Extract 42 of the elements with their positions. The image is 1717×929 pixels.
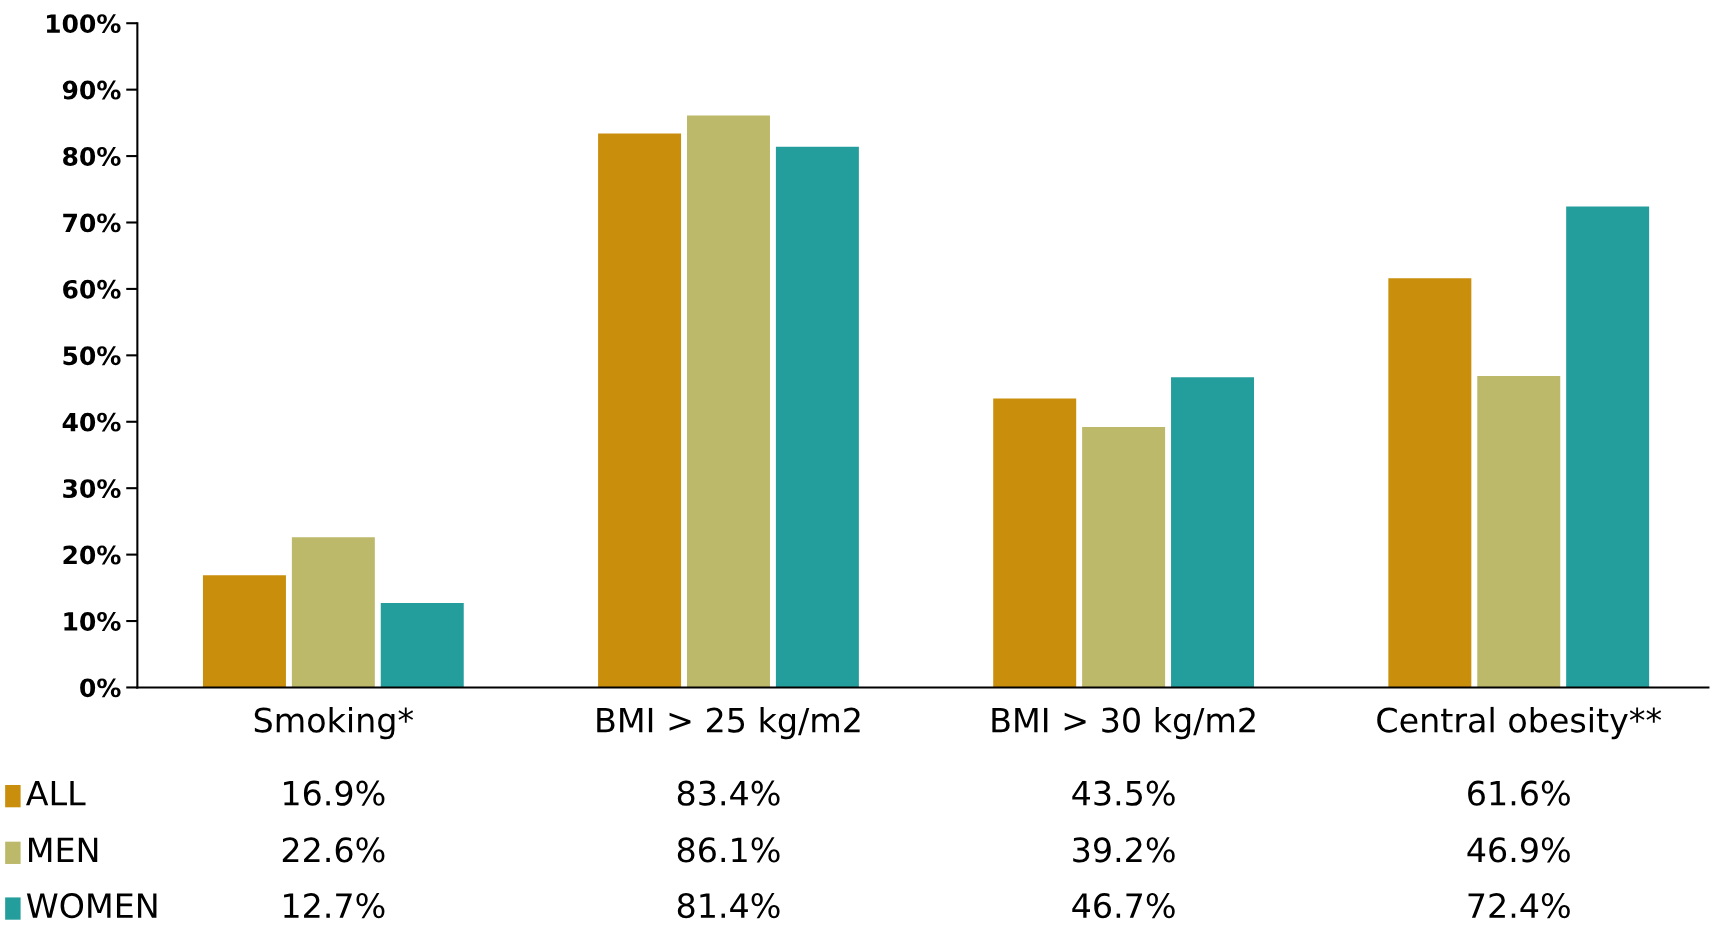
data-label: 72.4%: [1468, 893, 1570, 919]
data-label: 46.9%: [1467, 837, 1570, 863]
data-label: 39.2%: [1073, 837, 1175, 863]
y-tick-label: 60%: [63, 279, 121, 299]
data-label: 86.1%: [677, 837, 780, 863]
y-tick-label: 10%: [64, 611, 121, 631]
data-label: 46.7%: [1072, 893, 1175, 919]
data-label: 16.9%: [284, 780, 385, 806]
data-label: 12.7%: [284, 893, 385, 919]
y-tick-label: 20%: [63, 545, 121, 565]
data-label: 22.6%: [282, 837, 385, 863]
legend-label: ALL: [26, 781, 86, 806]
bar: [1566, 206, 1650, 688]
data-label: 83.4%: [677, 780, 780, 806]
data-label: 61.6%: [1468, 780, 1570, 806]
bar: [291, 537, 375, 688]
bar: [380, 603, 464, 688]
bar: [1171, 377, 1255, 688]
bar: [775, 146, 859, 688]
y-tick-label: 30%: [63, 479, 121, 499]
bar: [598, 133, 682, 688]
y-tick-label: 80%: [63, 147, 121, 166]
data-label: 43.5%: [1072, 780, 1175, 806]
y-tick-label: 100%: [46, 14, 121, 34]
x-tick-label: BMI > 25 kg/m2: [597, 706, 860, 740]
bar: [686, 115, 770, 688]
bar: [993, 398, 1077, 688]
bar: [1082, 427, 1166, 688]
bar: [1477, 375, 1561, 688]
x-tick-label: BMI > 30 kg/m2: [992, 706, 1255, 740]
y-tick-label: 70%: [63, 213, 121, 233]
y-tick-label: 90%: [62, 80, 121, 100]
bar: [1388, 278, 1472, 688]
legend-label: WOMEN: [26, 893, 157, 919]
x-tick-label: Smoking*: [254, 706, 414, 740]
y-tick-label: 0%: [80, 678, 121, 698]
legend-label: MEN: [29, 837, 98, 863]
data-label: 81.4%: [677, 893, 780, 919]
y-tick-label: 40%: [62, 412, 121, 432]
bar: [202, 575, 286, 688]
x-tick-label: Central obesity**: [1377, 706, 1662, 740]
y-tick-label: 50%: [63, 346, 121, 366]
